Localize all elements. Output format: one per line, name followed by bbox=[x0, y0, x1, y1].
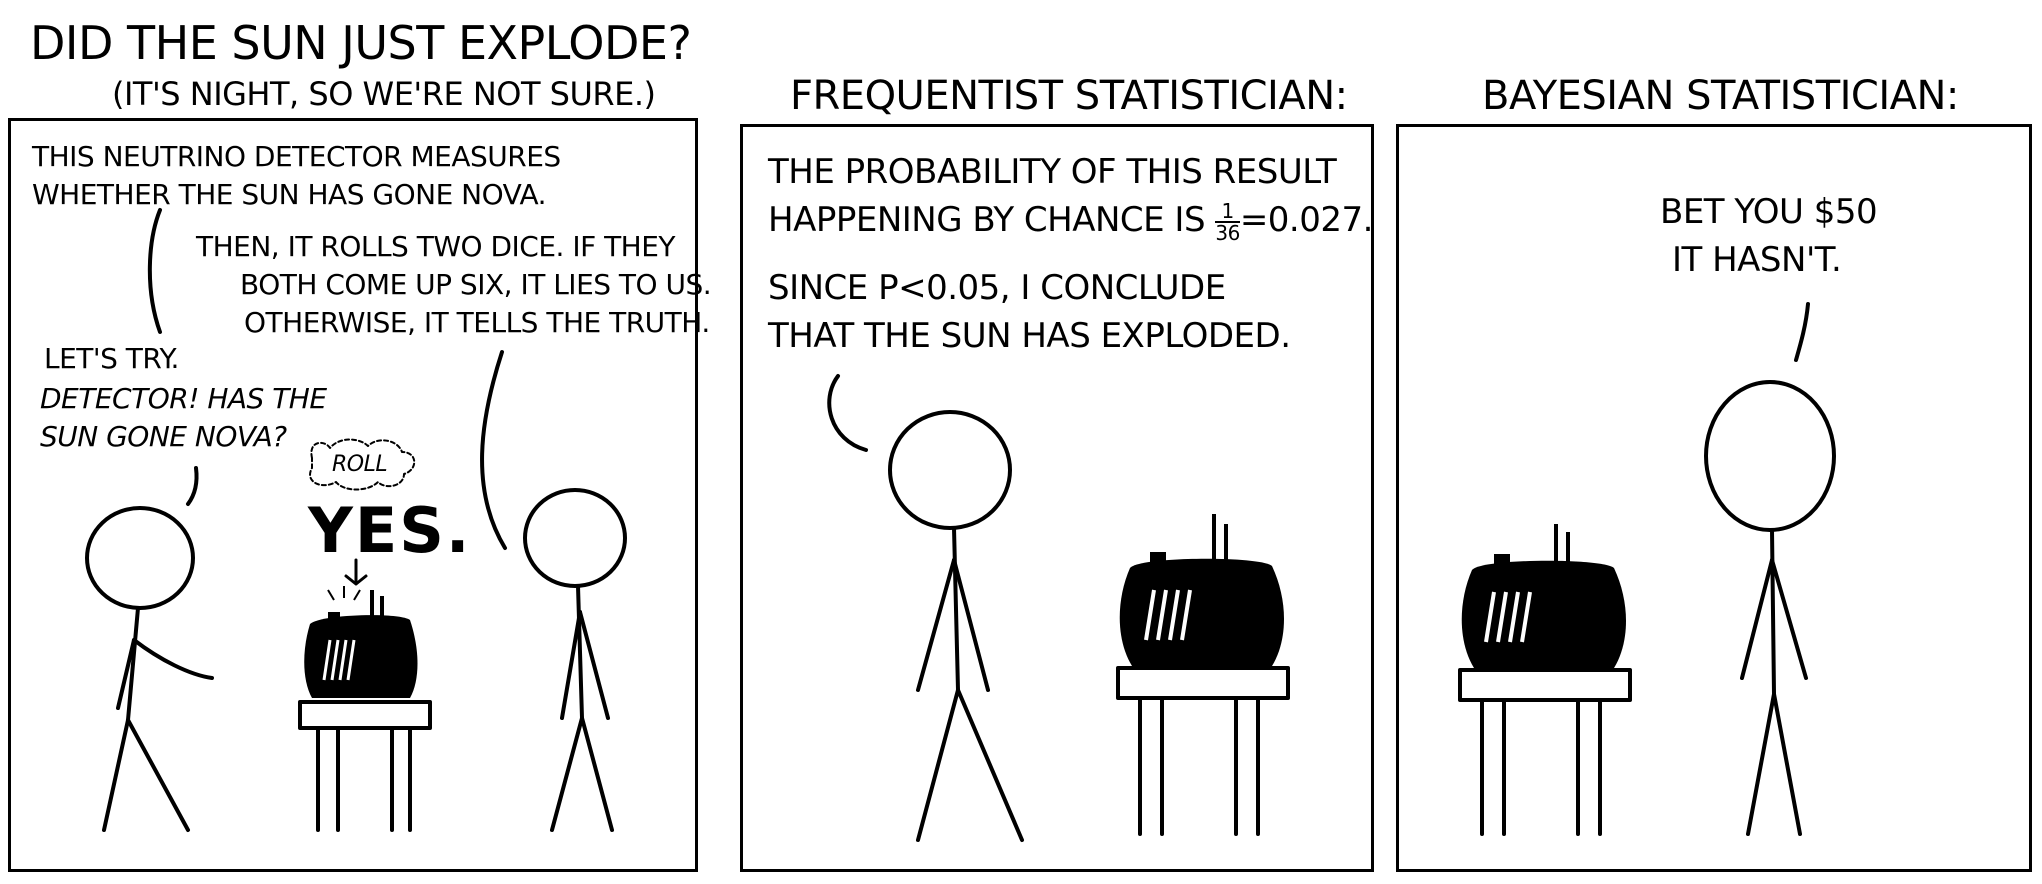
fraction-numerator: 1 bbox=[1215, 201, 1240, 223]
fraction-denominator: 36 bbox=[1215, 220, 1240, 245]
speech-pointer-2 bbox=[480, 350, 507, 550]
speech-probability-1: THE PROBABILITY OF THIS RESULT bbox=[768, 152, 1337, 192]
speech-probability-pre: HAPPENING BY CHANCE IS bbox=[768, 200, 1206, 240]
speech-neutrino-1: THIS NEUTRINO DETECTOR MEASURES bbox=[32, 140, 561, 173]
neutrino-detector-2 bbox=[1119, 514, 1284, 666]
speech-pointer-4 bbox=[827, 374, 868, 452]
detector-answer: YES. bbox=[308, 494, 472, 567]
roll-label: ROLL bbox=[332, 452, 388, 477]
speech-probability-post: =0.027. bbox=[1239, 200, 1374, 240]
speech-conclusion-2: THAT THE SUN HAS EXPLODED. bbox=[768, 316, 1291, 356]
speech-lets-try: LET'S TRY. bbox=[44, 342, 179, 375]
roll-cloud bbox=[309, 438, 416, 491]
speech-probability-2: HAPPENING BY CHANCE IS 1 36 =0.027. bbox=[768, 196, 1373, 244]
speech-dice-2: BOTH COME UP SIX, IT LIES TO US. bbox=[240, 268, 712, 301]
table-2 bbox=[1116, 666, 1290, 836]
speech-ask-1: DETECTOR! HAS THE bbox=[40, 382, 327, 415]
speech-pointer-5 bbox=[1794, 302, 1810, 362]
speech-bet-1: BET YOU $50 bbox=[1660, 192, 1878, 232]
neutrino-detector-1 bbox=[304, 586, 418, 698]
table-1 bbox=[298, 700, 432, 832]
frequentist-header: FREQUENTIST STATISTICIAN: bbox=[790, 73, 1348, 119]
stick-figure-frequentist bbox=[888, 410, 1024, 842]
stick-figure-bayesian bbox=[1704, 380, 1836, 836]
comic-title: DID THE SUN JUST EXPLODE? bbox=[30, 16, 692, 70]
stick-figure-right bbox=[523, 488, 627, 832]
table-3 bbox=[1458, 668, 1632, 836]
speech-conclusion-1: SINCE p<0.05, I CONCLUDE bbox=[768, 268, 1226, 308]
speech-pointer-1 bbox=[147, 208, 162, 334]
speech-neutrino-2: WHETHER THE SUN HAS GONE NOVA. bbox=[32, 178, 547, 211]
neutrino-detector-3 bbox=[1461, 524, 1626, 668]
speech-dice-1: THEN, IT ROLLS TWO DICE. IF THEY bbox=[196, 230, 676, 263]
stick-figure-left bbox=[85, 506, 214, 832]
speech-ask-2: SUN GONE NOVA? bbox=[40, 420, 287, 453]
bayesian-header: BAYESIAN STATISTICIAN: bbox=[1482, 73, 1959, 119]
fraction: 1 36 bbox=[1215, 201, 1240, 245]
comic-subtitle: (IT'S NIGHT, SO WE'RE NOT SURE.) bbox=[112, 75, 656, 113]
panel-2 bbox=[740, 124, 1374, 872]
speech-bet-2: IT HASN'T. bbox=[1672, 240, 1842, 280]
speech-dice-3: OTHERWISE, IT TELLS THE TRUTH. bbox=[244, 306, 710, 339]
speech-pointer-3 bbox=[186, 466, 199, 506]
